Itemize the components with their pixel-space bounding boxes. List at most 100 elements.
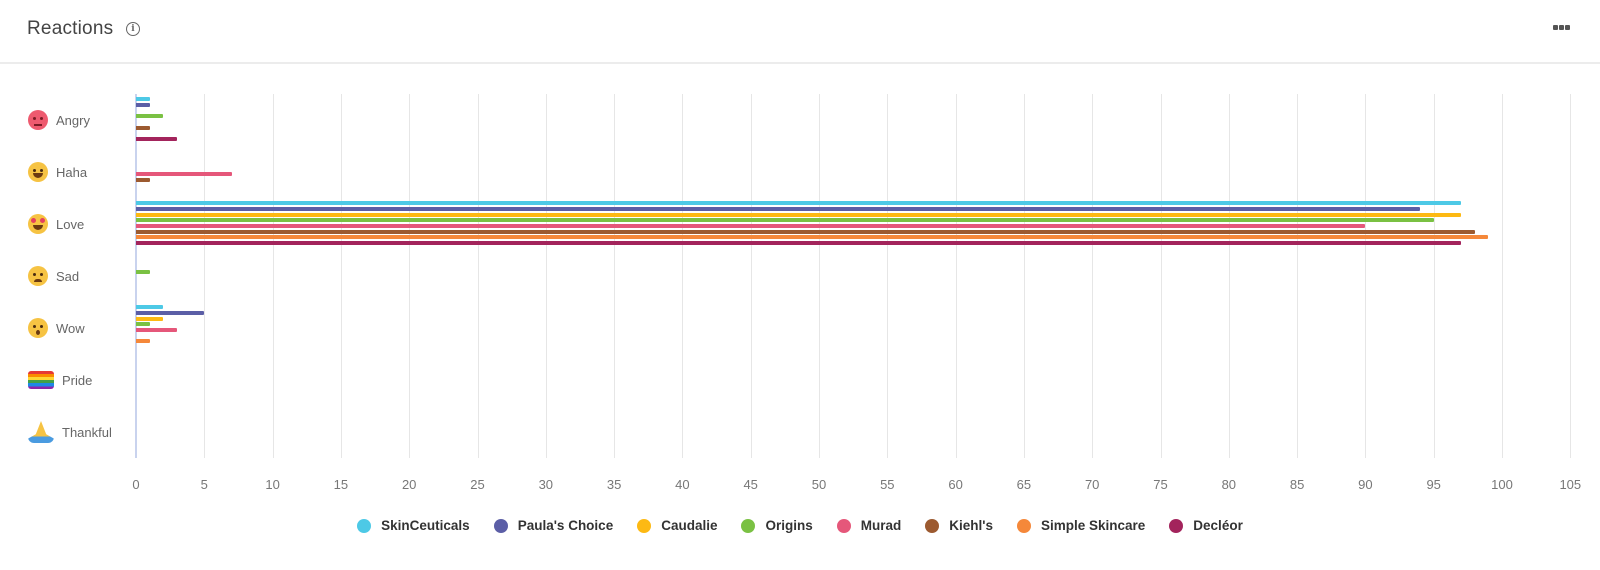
- rainbow-flag-icon: [28, 371, 54, 389]
- bar-sad-origins[interactable]: [136, 270, 150, 275]
- bar-wow-skinceuticals[interactable]: [136, 305, 164, 310]
- x-axis-tick-label: 50: [811, 477, 827, 492]
- angry-face-icon: [28, 110, 48, 130]
- bar-wow-caudalie[interactable]: [136, 316, 164, 321]
- category-label: Sad: [56, 268, 80, 284]
- gridline: [1092, 94, 1094, 458]
- legend-dot-icon: [1016, 518, 1031, 533]
- bar-angry-decl-or[interactable]: [136, 136, 177, 141]
- x-axis-tick-label: 75: [1153, 477, 1168, 492]
- gridline: [545, 94, 547, 458]
- gridline: [1023, 94, 1025, 458]
- bar-love-origins[interactable]: [136, 218, 1434, 223]
- legend-item-decl-or[interactable]: Decléor: [1169, 518, 1243, 533]
- bar-angry-kiehl-s[interactable]: [136, 125, 150, 130]
- x-axis-tick-label: 65: [1016, 477, 1032, 492]
- x-axis-tick-label: 85: [1289, 477, 1305, 492]
- bar-haha-kiehl-s[interactable]: [136, 177, 150, 182]
- gridline: [477, 94, 479, 458]
- rolling-laughing-icon: [28, 162, 48, 182]
- legend-dot-icon: [741, 518, 756, 533]
- category-label: Haha: [56, 164, 88, 180]
- legend-item-caudalie[interactable]: Caudalie: [637, 518, 717, 533]
- heart-eyes-icon: [28, 214, 48, 234]
- x-axis-tick-label: 15: [333, 477, 349, 492]
- sad-tear-icon: [28, 266, 48, 286]
- y-category-sad: Sad: [28, 264, 79, 288]
- legend-dot-icon: [836, 518, 851, 533]
- gridline: [682, 94, 684, 458]
- legend-dot-icon: [1169, 518, 1184, 533]
- legend-label: SkinCeuticals: [381, 518, 470, 533]
- gridline: [1297, 94, 1299, 458]
- gridline: [819, 94, 820, 458]
- legend-item-skinceuticals[interactable]: SkinCeuticals: [357, 518, 470, 533]
- bar-love-skinceuticals[interactable]: [136, 201, 1462, 206]
- legend-item-origins[interactable]: Origins: [741, 518, 813, 533]
- bar-love-murad[interactable]: [136, 224, 1366, 228]
- gridline: [1365, 94, 1367, 458]
- x-axis-tick-label: 0: [132, 477, 140, 492]
- widget-title: Reactions: [27, 18, 114, 39]
- bar-wow-origins[interactable]: [136, 322, 150, 327]
- legend-item-kiehl-s[interactable]: Kiehl's: [925, 518, 993, 533]
- folded-hands-icon: [28, 421, 54, 443]
- y-category-thankful: Thankful: [28, 420, 112, 444]
- category-label: Angry: [56, 112, 90, 128]
- legend-dot-icon: [925, 518, 940, 533]
- chart-plot-area: 0 5 10 15 20 25 30 35 40 45 50 55 60 65 70 75 80 85 90 95 10…: [132, 94, 1600, 492]
- x-axis-tick-label: 60: [948, 477, 963, 492]
- x-axis-tick-label: 20: [401, 477, 417, 492]
- legend-dot-icon: [637, 518, 652, 533]
- gridline: [409, 94, 411, 458]
- bar-haha-murad[interactable]: [136, 172, 232, 176]
- info-icon[interactable]: i: [126, 22, 140, 36]
- gridline: [1160, 94, 1162, 458]
- legend-label: Decléor: [1193, 518, 1243, 533]
- legend-item-simple-skincare[interactable]: Simple Skincare: [1016, 518, 1146, 533]
- category-label: Wow: [56, 320, 85, 336]
- gridline: [1433, 94, 1435, 458]
- bar-angry-paula-s-choice[interactable]: [136, 103, 150, 108]
- gridline: [955, 94, 957, 458]
- y-category-angry: Angry: [28, 108, 90, 132]
- gridline: [135, 94, 137, 458]
- bar-wow-paula-s-choice[interactable]: [136, 311, 205, 316]
- bar-wow-murad[interactable]: [136, 328, 177, 332]
- legend-dot-icon: [493, 518, 508, 533]
- category-label: Love: [56, 216, 85, 232]
- gridline: [614, 94, 616, 458]
- x-axis-tick-label: 55: [880, 477, 895, 492]
- bar-angry-origins[interactable]: [136, 114, 164, 119]
- legend-label: Kiehl's: [949, 518, 993, 533]
- y-category-love: Love: [28, 212, 84, 236]
- more-options-icon[interactable]: [1553, 20, 1575, 34]
- legend-dot-icon: [357, 518, 372, 533]
- gridline: [1570, 94, 1572, 458]
- x-axis-tick-label: 25: [470, 477, 485, 492]
- x-axis-tick-label: 10: [265, 477, 280, 492]
- bar-angry-skinceuticals[interactable]: [136, 97, 150, 102]
- legend-item-paula-s-choice[interactable]: Paula's Choice: [493, 518, 613, 533]
- gridline: [1502, 94, 1503, 458]
- bar-love-decl-or[interactable]: [136, 240, 1462, 245]
- x-axis-tick-label: 80: [1221, 477, 1237, 492]
- widget-header: Reactions i: [0, 0, 1600, 64]
- legend-label: Caudalie: [661, 518, 718, 533]
- x-axis-tick-label: 40: [675, 477, 690, 492]
- x-axis-tick-label: 90: [1358, 477, 1373, 492]
- gridline: [340, 94, 342, 458]
- x-axis-tick-label: 35: [606, 477, 622, 492]
- legend-label: Murad: [860, 518, 902, 533]
- bar-love-simple-skincare[interactable]: [136, 235, 1489, 240]
- bar-love-paula-s-choice[interactable]: [136, 207, 1421, 212]
- legend-item-murad[interactable]: Murad: [836, 518, 902, 533]
- gridline: [204, 94, 206, 458]
- bar-love-kiehl-s[interactable]: [136, 229, 1475, 234]
- gridline: [272, 94, 274, 458]
- bar-love-caudalie[interactable]: [136, 212, 1462, 217]
- x-axis-tick-label: 95: [1426, 477, 1441, 492]
- bar-wow-simple-skincare[interactable]: [136, 339, 150, 344]
- x-axis-tick-label: 105: [1559, 477, 1582, 492]
- legend-label: Simple Skincare: [1040, 518, 1146, 533]
